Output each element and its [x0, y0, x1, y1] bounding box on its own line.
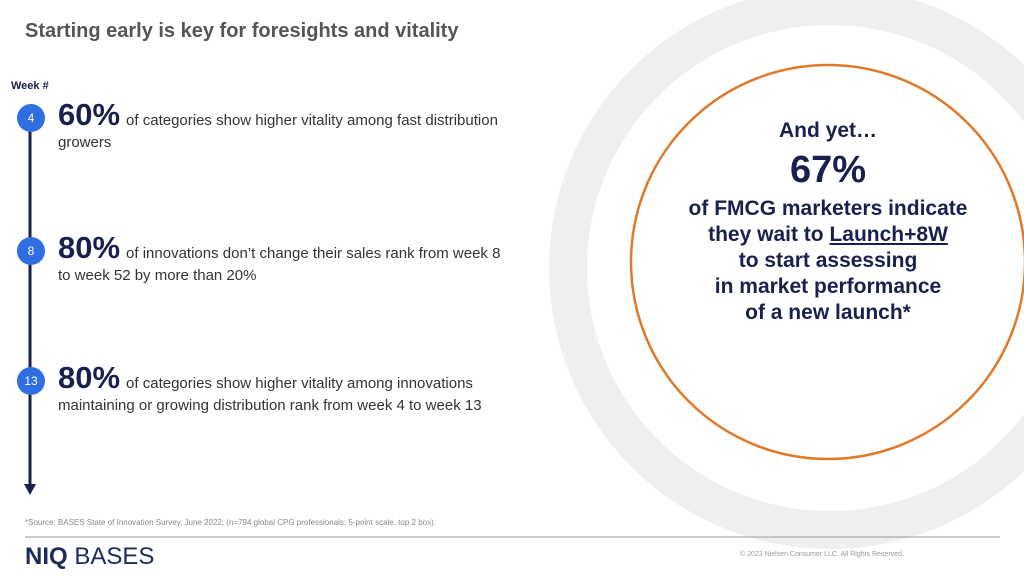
callout-line: they wait to — [708, 223, 824, 246]
week-marker: 8 — [17, 237, 45, 265]
finding: 80% of innovations don’t change their sal… — [58, 232, 508, 287]
finding: 60% of categories show higher vitality am… — [58, 99, 508, 154]
callout-intro: And yet… — [778, 119, 877, 142]
stat: 80% — [58, 230, 121, 265]
timeline-label: Week # — [11, 80, 49, 92]
bg-ring — [549, 0, 1024, 549]
callout-ring — [629, 63, 1024, 461]
title: Starting early is key for foresights and… — [25, 20, 459, 42]
finding-text: of categories show higher vitality among… — [58, 375, 482, 414]
callout-line: Launch+8W — [829, 223, 948, 246]
callout-stat: 67% — [789, 149, 867, 191]
finding-text: of categories show higher vitality among… — [58, 112, 498, 151]
week-marker: 13 — [17, 367, 45, 395]
logo: NIQ BASES — [25, 543, 154, 571]
source-note: *Source: BASES State of Innovation Surve… — [25, 518, 436, 527]
finding-text: of innovations don’t change their sales … — [58, 245, 501, 284]
timeline-arrow — [24, 484, 36, 495]
finding: 80% of categories show higher vitality am… — [58, 362, 508, 417]
stat: 60% — [58, 97, 121, 132]
stat: 80% — [58, 360, 121, 395]
copyright: © 2023 Nielsen Consumer LLC. All Rights … — [740, 551, 904, 558]
callout-line: to start assessing — [738, 249, 918, 272]
logo-brand: NIQ — [25, 543, 68, 570]
callout-line: of a new launch* — [745, 301, 911, 324]
logo-product: BASES — [74, 543, 155, 570]
callout-line: in market performance — [714, 275, 942, 298]
callout: And yet… 67% of FMCG marketers indicate … — [660, 118, 996, 326]
callout-line: of FMCG marketers indicate — [688, 197, 968, 220]
week-marker: 4 — [17, 104, 45, 132]
